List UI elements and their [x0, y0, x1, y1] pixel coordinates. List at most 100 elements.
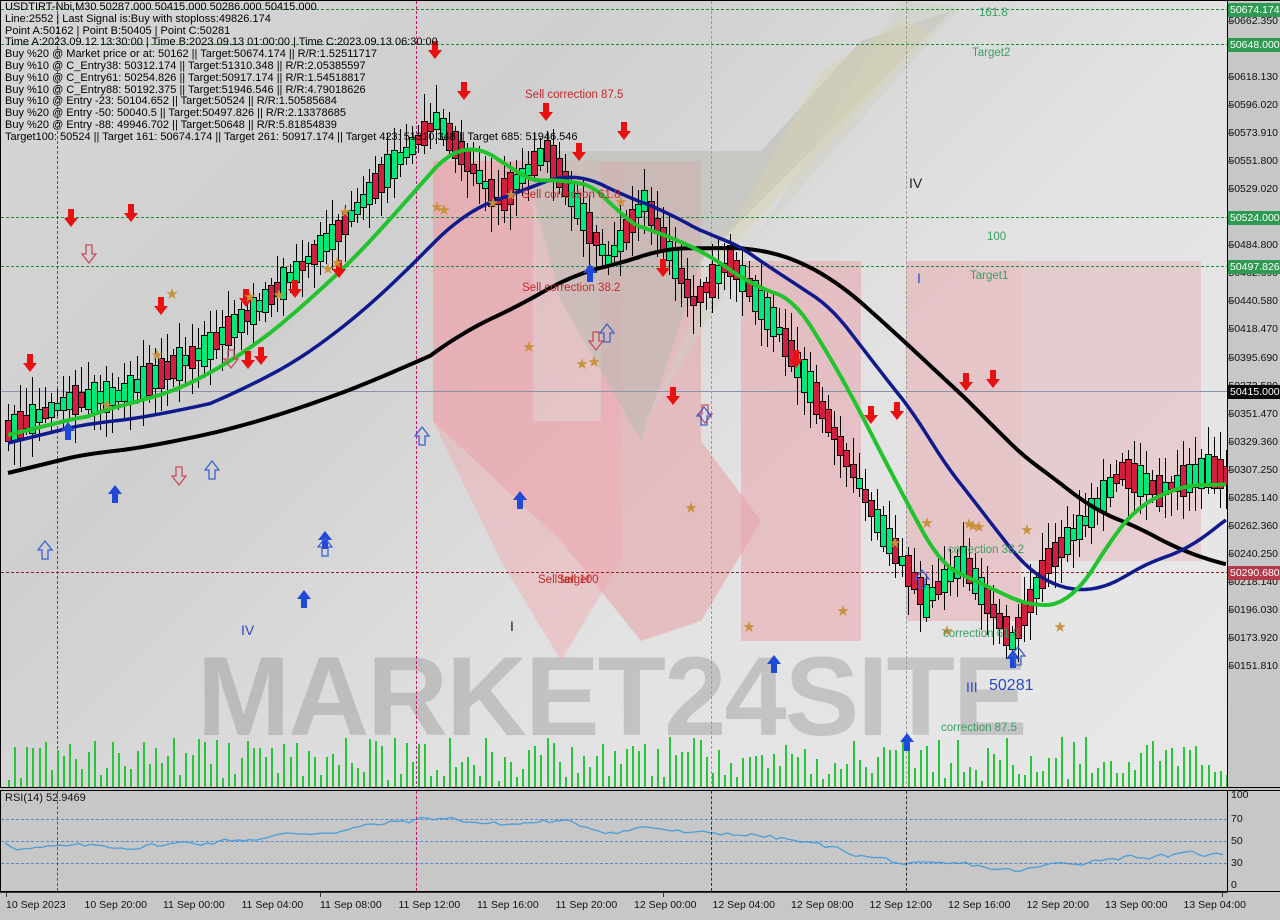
volume-bar — [99, 775, 102, 787]
volume-bar — [87, 751, 90, 787]
rsi-level-label: 30 — [1231, 857, 1243, 869]
time-tick — [663, 892, 664, 897]
chart-annotation: Sell correction 87.5 — [525, 89, 624, 101]
time-label: 13 Sep 04:00 — [1183, 899, 1246, 911]
time-axis[interactable]: 10 Sep 2023 10 Sep 20:00 11 Sep 00:00 11 Se… — [0, 892, 1280, 920]
volume-bar — [424, 743, 427, 787]
volume-bar — [656, 748, 659, 787]
price-label: 50618.130 — [1228, 71, 1278, 83]
rsi-gridline-vertical — [906, 791, 907, 891]
volume-bar — [846, 763, 849, 787]
buy-arrow-icon — [37, 540, 53, 560]
volume-bar — [999, 760, 1002, 787]
time-label: 11 Sep 04:00 — [241, 899, 304, 911]
volume-bar — [668, 737, 671, 787]
sell-arrow-icon — [572, 143, 586, 161]
time-label: 10 Sep 20:00 — [84, 899, 147, 911]
rsi-level-label: 0 — [1231, 879, 1237, 891]
volume-bar — [473, 765, 476, 787]
time-tick — [6, 892, 7, 897]
star-icon — [273, 289, 285, 300]
star-icon — [339, 206, 351, 217]
volume-bar — [620, 763, 622, 787]
rsi-gridline-vertical — [416, 791, 417, 891]
volume-bar — [1170, 747, 1173, 787]
volume-bar — [626, 749, 629, 787]
buy-arrow-icon — [900, 733, 914, 751]
rsi-label: RSI(14) 52.9469 — [5, 792, 86, 804]
rsi-indicator-pane[interactable]: RSI(14) 52.9469 — [0, 790, 1228, 892]
volume-bar — [467, 756, 469, 787]
buy-arrow-icon — [204, 460, 220, 480]
volume-bar — [1225, 774, 1227, 787]
volume-bar — [1219, 771, 1222, 787]
buy-arrow-icon — [108, 485, 122, 503]
volume-bar — [974, 770, 977, 787]
volume-bar — [81, 769, 84, 787]
price-badge: 50674.174 — [1228, 3, 1280, 17]
volume-bar — [644, 744, 647, 787]
price-badge: 50497.826 — [1228, 260, 1280, 274]
volume-bar — [828, 773, 831, 787]
sell-arrow-icon — [81, 244, 97, 264]
rsi-gridline-vertical — [57, 791, 58, 891]
price-chart-pane[interactable]: MARKET24SITE Sell correction 87.5 Sell co… — [0, 0, 1228, 788]
volume-bar — [320, 775, 323, 787]
price-badge: 50415.000 — [1228, 385, 1280, 399]
volume-bar — [1066, 778, 1069, 787]
volume-bar — [503, 757, 506, 787]
star-icon — [588, 356, 600, 367]
volume-bar — [736, 777, 739, 787]
volume-bar — [1048, 757, 1051, 787]
chart-annotation: Target1 — [970, 270, 1009, 282]
volume-bar — [161, 763, 163, 787]
volume-bar — [301, 775, 304, 787]
price-tick — [1228, 301, 1232, 302]
price-axis[interactable]: 50662.35050640.24050618.13050596.0205057… — [1228, 0, 1280, 788]
volume-bar — [1195, 746, 1198, 787]
volume-bar — [252, 747, 255, 787]
sell-arrow-icon — [254, 347, 268, 365]
volume-bar — [1030, 756, 1033, 787]
time-label: 11 Sep 00:00 — [163, 899, 225, 911]
volume-bar — [418, 743, 421, 787]
sell-arrow-icon — [457, 82, 471, 100]
volume-bar — [1091, 773, 1094, 787]
volume-bar — [430, 775, 433, 787]
volume-bar — [877, 756, 880, 787]
volume-bar — [203, 741, 206, 787]
price-tick — [1228, 358, 1232, 359]
buy-arrow-icon — [513, 491, 527, 509]
volume-bar — [717, 750, 720, 787]
volume-bar — [1060, 737, 1063, 787]
volume-bar — [148, 764, 151, 787]
chart-annotation: 161.8 — [979, 7, 1008, 19]
volume-bar — [1146, 744, 1149, 787]
volume-bar — [167, 755, 170, 787]
volume-bar — [785, 745, 788, 787]
volume-bar — [540, 755, 543, 787]
volume-bar — [1121, 772, 1124, 787]
volume-bar — [112, 742, 115, 787]
candle-wick — [405, 123, 407, 166]
time-label: 11 Sep 20:00 — [555, 899, 618, 911]
star-icon — [487, 197, 499, 208]
volume-bar — [105, 767, 108, 787]
star-icon — [1054, 621, 1066, 632]
overlay-shapes — [433, 1, 1201, 661]
volume-bar — [393, 738, 396, 787]
volume-bar — [834, 763, 837, 787]
volume-bar — [344, 737, 347, 787]
time-axis-rule — [0, 892, 1228, 893]
volume-bar — [26, 747, 29, 787]
star-icon — [438, 204, 450, 215]
candle-body — [1002, 616, 1010, 646]
volume-bar — [1103, 762, 1106, 787]
volume-bar — [907, 747, 910, 787]
volume-bar — [1023, 774, 1026, 787]
volume-bar — [779, 766, 782, 787]
volume-bar — [326, 756, 329, 787]
volume-bar — [1072, 741, 1075, 787]
volume-bar — [864, 766, 867, 787]
volume-bar — [1140, 752, 1143, 787]
